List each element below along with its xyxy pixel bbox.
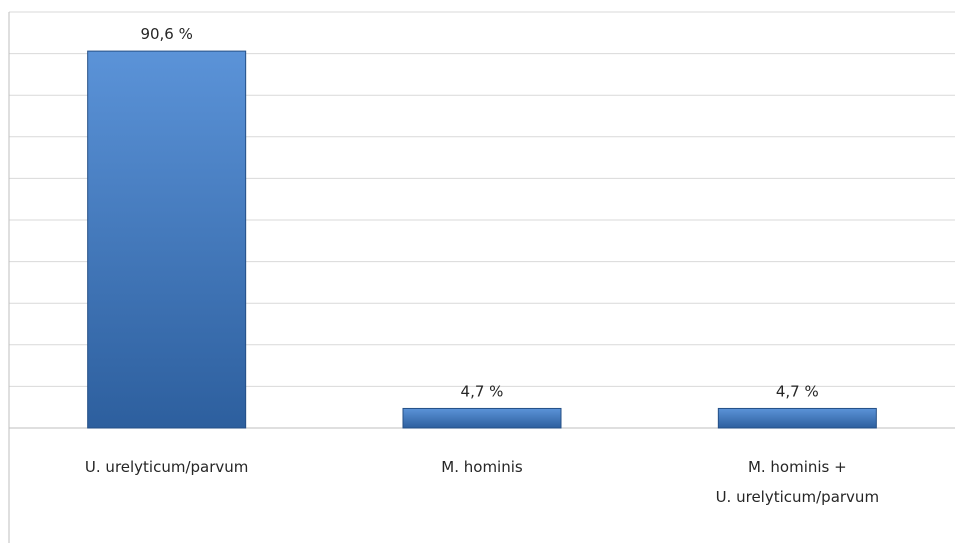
category-label: M. hominis + bbox=[748, 458, 847, 476]
data-label: 4,7 % bbox=[776, 382, 819, 400]
bar bbox=[402, 407, 562, 429]
bar bbox=[717, 407, 877, 429]
category-label: M. hominis bbox=[441, 458, 523, 476]
category-labels: U. urelyticum/parvum M. hominis M. hominis… bbox=[85, 458, 879, 506]
category-label: U. urelyticum/parvum bbox=[85, 458, 248, 476]
category-label: U. urelyticum/parvum bbox=[716, 488, 879, 506]
bar bbox=[87, 50, 247, 429]
data-labels: 90,6 % 4,7 % 4,7 % bbox=[140, 25, 818, 400]
bars bbox=[87, 50, 877, 429]
data-label: 4,7 % bbox=[461, 382, 504, 400]
data-label: 90,6 % bbox=[140, 25, 192, 43]
